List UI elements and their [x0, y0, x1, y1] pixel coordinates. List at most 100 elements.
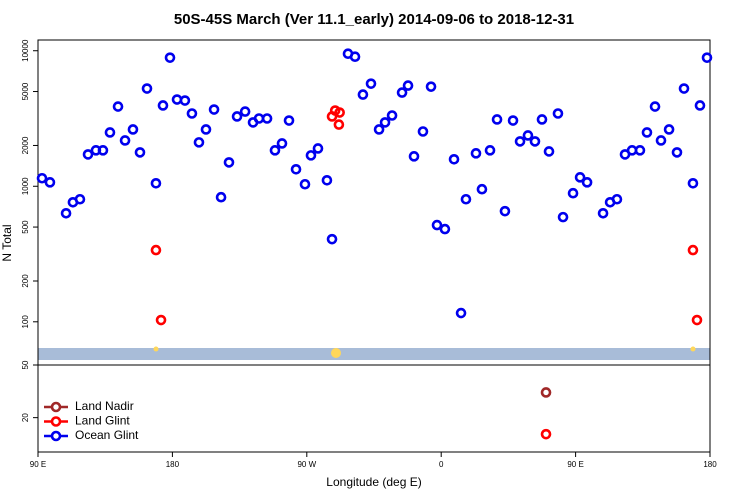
data-point	[687, 244, 699, 256]
data-point	[470, 148, 482, 159]
data-point	[408, 151, 420, 162]
data-point	[557, 211, 569, 223]
data-point	[150, 177, 162, 189]
data-point	[299, 178, 311, 190]
x-tick-label: 90 E	[567, 460, 583, 469]
data-point	[655, 135, 667, 146]
data-point	[522, 130, 534, 141]
data-point	[321, 174, 333, 186]
data-point	[290, 164, 302, 175]
y-tick-label: 200	[21, 274, 30, 288]
data-point	[200, 124, 212, 135]
y-tick-label: 2000	[21, 136, 30, 154]
data-point	[155, 314, 167, 326]
data-point	[150, 244, 162, 256]
data-point	[694, 100, 706, 111]
data-point	[543, 146, 555, 157]
data-point	[671, 147, 683, 158]
data-point	[476, 183, 488, 195]
y-axis-label: N Total	[0, 224, 14, 261]
legend-label: Land Nadir	[75, 399, 134, 413]
data-point	[386, 110, 398, 121]
data-point	[402, 80, 414, 91]
y-tick-label: 20	[21, 413, 30, 422]
legend-label: Land Glint	[75, 414, 130, 428]
data-point	[597, 207, 609, 219]
x-tick-label: 0	[439, 460, 444, 469]
data-point	[74, 193, 86, 205]
data-point	[574, 172, 586, 183]
y-tick-label: 1000	[21, 177, 30, 195]
data-point	[373, 124, 385, 135]
data-point	[239, 106, 251, 117]
data-point	[581, 177, 593, 188]
data-point	[312, 143, 324, 154]
data-point	[634, 145, 646, 156]
data-point	[208, 104, 220, 115]
x-tick-label: 180	[166, 460, 180, 469]
legend-marker	[50, 430, 62, 442]
data-point	[44, 177, 56, 188]
x-tick-label: 90 E	[30, 460, 46, 469]
data-point	[215, 191, 227, 203]
y-tick-label: 100	[21, 315, 30, 329]
data-point	[231, 111, 243, 122]
data-point	[611, 193, 623, 205]
data-point	[269, 145, 281, 156]
data-point	[641, 127, 653, 138]
data-point	[439, 223, 451, 235]
data-point	[484, 145, 496, 156]
data-point	[540, 428, 552, 440]
data-point	[455, 307, 467, 319]
legend-marker	[50, 416, 62, 427]
data-point	[157, 100, 169, 111]
y-tick-label: 10000	[21, 39, 30, 62]
data-point	[365, 78, 377, 89]
data-point	[448, 154, 460, 165]
x-axis-label: Longitude (deg E)	[326, 475, 421, 489]
data-point	[349, 51, 361, 62]
data-point	[507, 115, 519, 126]
legend-marker	[50, 401, 62, 413]
data-point	[305, 150, 317, 161]
legend-label: Ocean Glint	[75, 428, 139, 442]
data-point	[491, 114, 503, 125]
surface-band	[38, 348, 710, 360]
data-point	[193, 137, 205, 148]
data-point	[431, 219, 443, 231]
data-point	[540, 387, 552, 398]
data-point	[334, 107, 345, 118]
x-tick-label: 180	[703, 460, 717, 469]
data-point	[141, 83, 153, 94]
panel-frame	[37, 364, 711, 453]
sun-marker	[690, 346, 696, 352]
data-point	[326, 233, 338, 245]
data-point	[379, 117, 391, 128]
y-tick-label: 500	[21, 220, 30, 234]
data-point	[127, 124, 139, 135]
y-tick-label: 5000	[21, 82, 30, 100]
data-point	[701, 52, 713, 63]
data-point	[186, 108, 198, 119]
y-tick-label: 50	[21, 360, 30, 369]
data-point	[499, 205, 511, 217]
chart-title: 50S-45S March (Ver 11.1_early) 2014-09-0…	[174, 11, 574, 28]
data-point	[417, 126, 429, 137]
data-point	[60, 207, 72, 219]
sun-marker	[153, 346, 159, 352]
data-point	[164, 52, 176, 63]
data-point	[104, 127, 116, 138]
data-point	[276, 138, 288, 149]
data-point	[119, 135, 131, 146]
data-point	[678, 83, 690, 94]
data-point	[663, 124, 675, 135]
data-point	[460, 193, 472, 205]
data-point	[687, 177, 699, 189]
data-point	[261, 113, 273, 124]
data-point	[425, 81, 437, 92]
data-point	[396, 87, 408, 98]
data-point	[97, 145, 109, 156]
sun-marker	[331, 348, 341, 358]
data-point	[567, 187, 579, 199]
data-point	[536, 114, 548, 125]
